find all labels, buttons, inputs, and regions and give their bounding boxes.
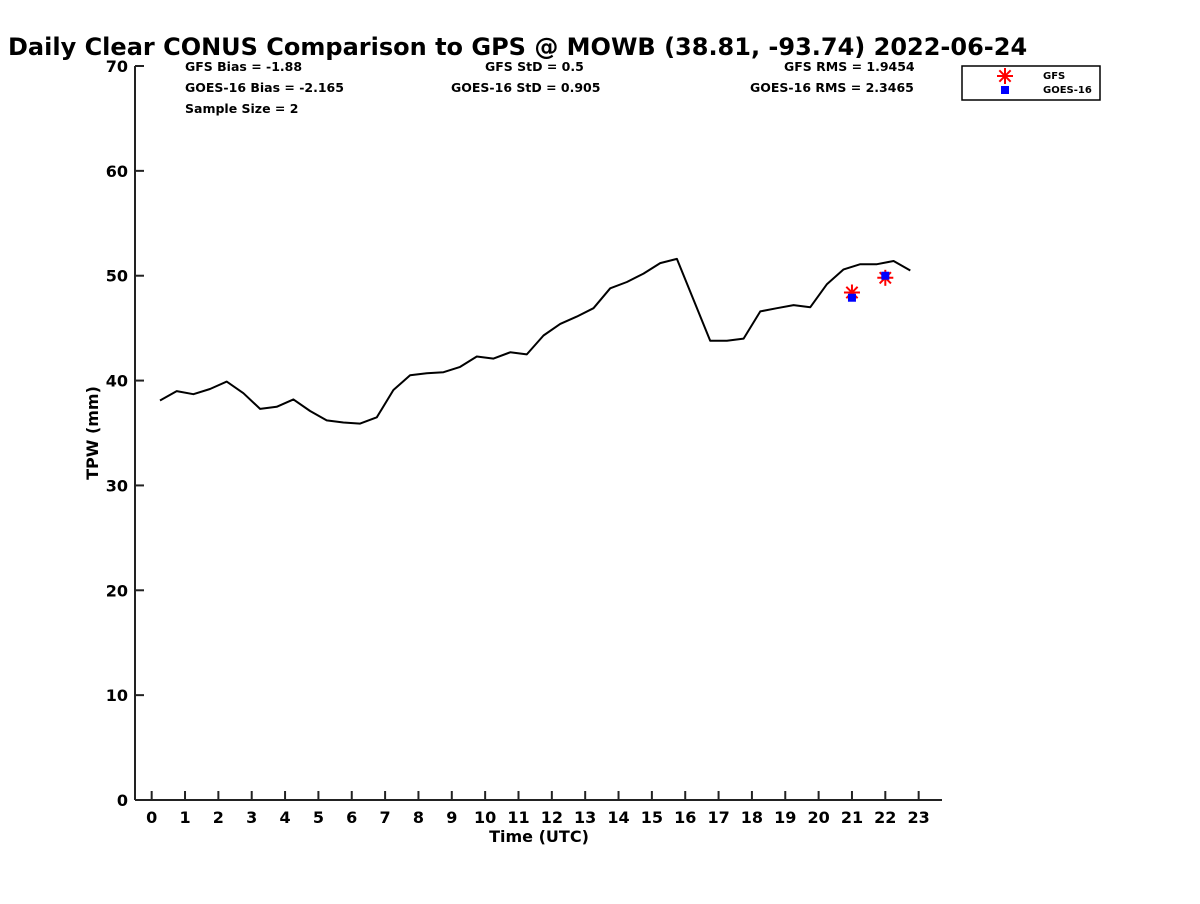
y-tick-label: 50 <box>106 267 128 286</box>
x-tick-label: 1 <box>179 808 190 827</box>
x-tick-label: 18 <box>741 808 763 827</box>
x-tick-label: 7 <box>380 808 391 827</box>
x-tick-label: 21 <box>841 808 863 827</box>
x-tick-label: 2 <box>213 808 224 827</box>
x-tick-label: 3 <box>246 808 257 827</box>
gps-line-layer <box>159 257 911 425</box>
legend-goes-marker <box>1001 86 1009 94</box>
x-tick-label: 5 <box>313 808 324 827</box>
legend-box <box>961 65 1101 101</box>
x-tick-label: 23 <box>908 808 930 827</box>
y-tick-label: 30 <box>106 476 128 495</box>
x-tick-label: 20 <box>807 808 829 827</box>
x-tick-label: 10 <box>474 808 496 827</box>
marker-layer <box>843 269 894 302</box>
legend: GFS GOES-16 <box>961 65 1101 101</box>
stat-goes-bias: GOES-16 Bias = -2.165 <box>185 80 344 95</box>
legend-gfs-marker-stroke <box>998 69 1012 83</box>
x-tick-label: 22 <box>874 808 896 827</box>
legend-goes-label: GOES-16 <box>1043 85 1092 96</box>
x-tick-label: 15 <box>641 808 663 827</box>
x-tick-label: 12 <box>541 808 563 827</box>
x-tick-label: 11 <box>507 808 529 827</box>
y-axis-label: TPW (mm) <box>83 386 102 480</box>
x-ticks: 0 1 2 3 4 5 6 7 8 9 10 11 12 13 14 15 16 17 18 19 20 21 22 23 <box>146 791 930 827</box>
x-tick-label: 16 <box>674 808 696 827</box>
legend-gfs-asterisk-icon <box>997 68 1013 84</box>
x-tick-label: 14 <box>607 808 629 827</box>
y-tick-label: 40 <box>106 372 128 391</box>
y-tick-label: 20 <box>106 581 128 600</box>
x-tick-label: 6 <box>346 808 357 827</box>
y-ticks: 0 10 20 30 40 50 60 70 <box>106 57 144 810</box>
stat-gfs-rms: GFS RMS = 1.9454 <box>784 59 915 74</box>
legend-goes-square-icon <box>1001 86 1009 94</box>
x-tick-label: 0 <box>146 808 157 827</box>
x-tick-label: 4 <box>279 808 290 827</box>
axes <box>134 66 942 801</box>
stat-goes-rms: GOES-16 RMS = 2.3465 <box>750 80 914 95</box>
x-tick-label: 13 <box>574 808 596 827</box>
y-tick-label: 70 <box>106 57 128 76</box>
x-tick-label: 17 <box>707 808 729 827</box>
goes-point <box>881 271 890 280</box>
y-tick-label: 10 <box>106 686 128 705</box>
legend-gfs-marker <box>997 68 1013 84</box>
x-axis-label: Time (UTC) <box>489 827 589 846</box>
y-tick-label: 60 <box>106 162 128 181</box>
legend-gfs-label: GFS <box>1043 71 1065 82</box>
x-tick-label: 8 <box>413 808 424 827</box>
stat-goes-std: GOES-16 StD = 0.905 <box>451 80 600 95</box>
x-tick-label: 9 <box>446 808 457 827</box>
y-tick-label: 0 <box>117 791 128 810</box>
stat-sample-size: Sample Size = 2 <box>185 101 298 116</box>
stat-gfs-std: GFS StD = 0.5 <box>485 59 584 74</box>
gps-tpw-line <box>159 257 911 425</box>
x-tick-label: 19 <box>774 808 796 827</box>
chart-title: Daily Clear CONUS Comparison to GPS @ MO… <box>8 33 1027 61</box>
stat-gfs-bias: GFS Bias = -1.88 <box>185 59 302 74</box>
goes-point <box>847 293 856 302</box>
